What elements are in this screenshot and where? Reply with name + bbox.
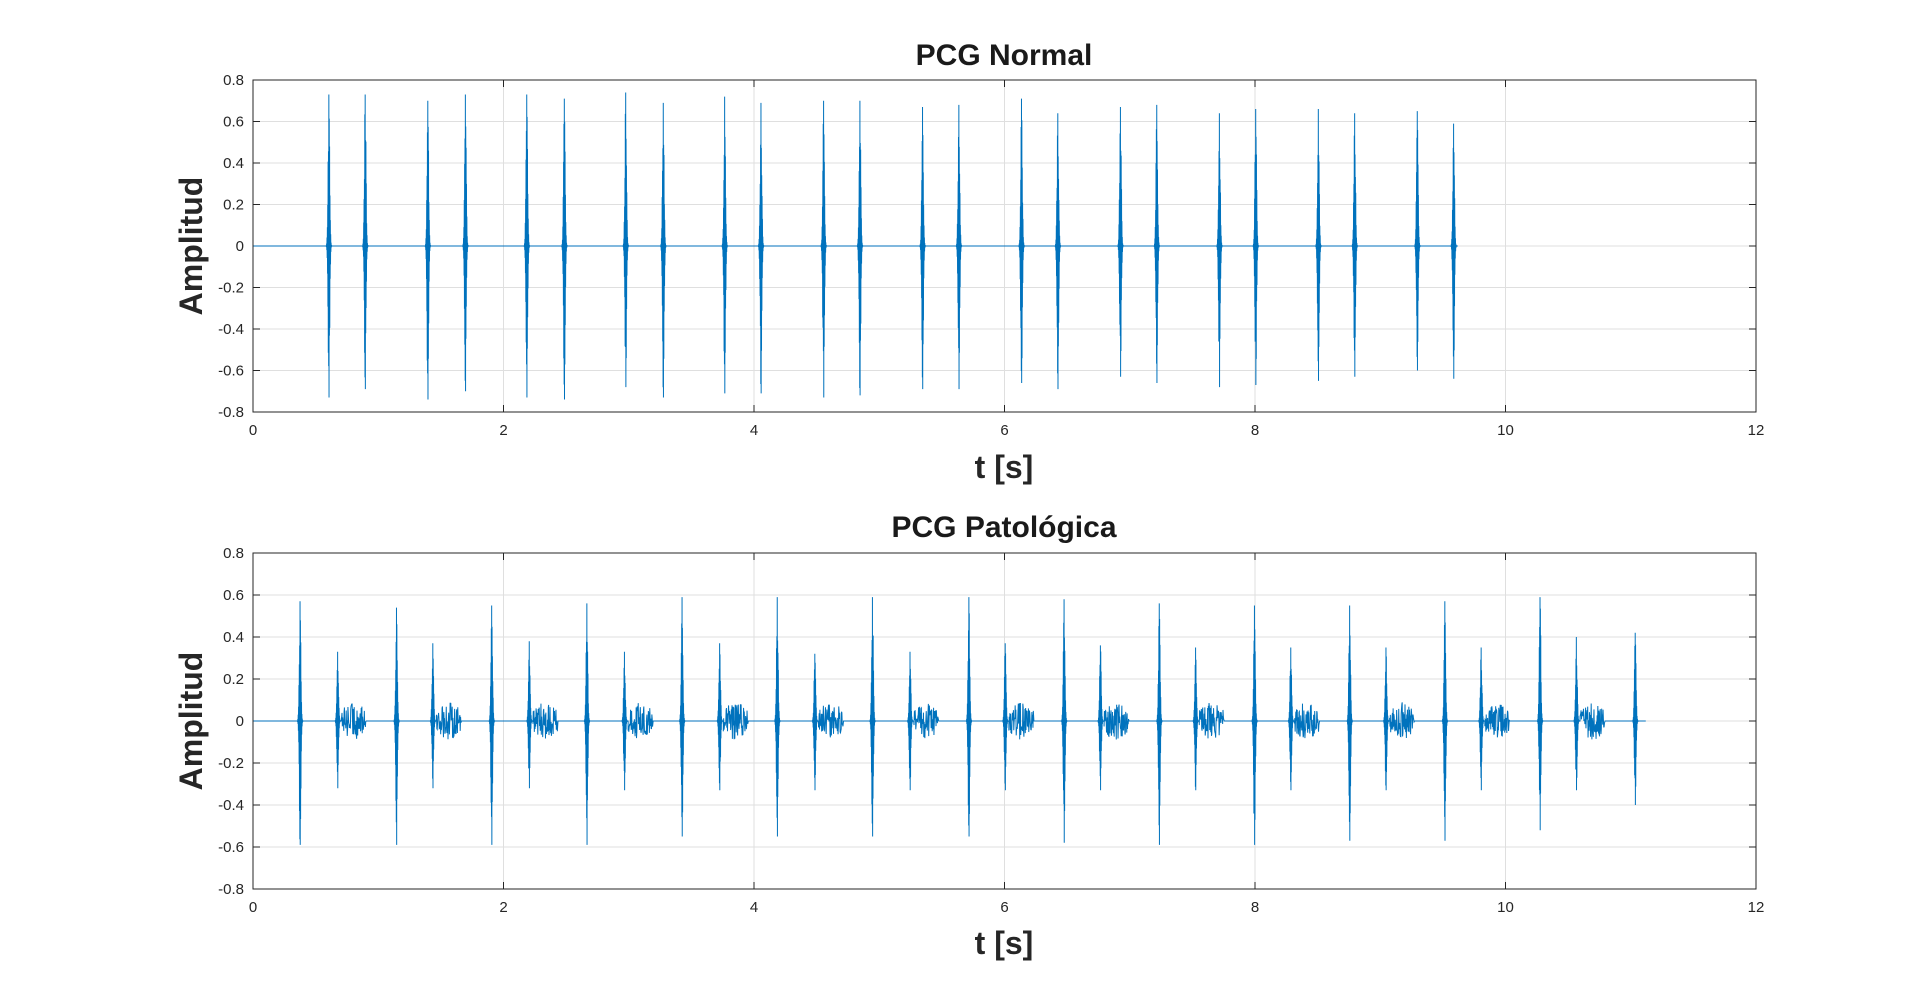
- y-tick-label: -0.8: [218, 881, 244, 898]
- x-tick-label: 8: [1251, 899, 1259, 916]
- x-tick-label: 12: [1748, 422, 1765, 439]
- y-tick-label: -0.6: [218, 363, 244, 380]
- axes-frame-normal: [252, 79, 1757, 413]
- x-tick-label: 6: [1000, 899, 1008, 916]
- xticks-pathological: 0 2 4 6 8 10 12: [249, 553, 1765, 916]
- y-tick-label: -0.4: [218, 321, 244, 338]
- y-tick-label: 0.2: [223, 671, 244, 688]
- x-tick-label: 0: [249, 422, 257, 439]
- y-axis-label-pathological: Amplitud: [173, 652, 209, 791]
- x-tick-label: 0: [249, 899, 257, 916]
- y-tick-label: -0.2: [218, 280, 244, 297]
- x-axis-label-normal: t [s]: [975, 449, 1034, 485]
- x-tick-label: 2: [499, 422, 507, 439]
- y-tick-label: -0.4: [218, 797, 244, 814]
- panel-normal: 0.80.60.40.20-0.2-0.4-0.6-0.8 0 2 4 6 8 10 12 …: [173, 39, 1764, 485]
- y-tick-label: 0.8: [223, 545, 244, 562]
- y-tick-label: 0.2: [223, 197, 244, 214]
- x-tick-label: 4: [750, 899, 758, 916]
- axes-frame-pathological: [252, 552, 1757, 890]
- y-tick-label: -0.6: [218, 839, 244, 856]
- yticks-pathological: 0.8 0.6 0.4 0.2 0 -0.2 -0.4 -0.6 -0.8: [218, 545, 1756, 898]
- xticks-normal: 0 2 4 6 8 10 12: [249, 80, 1765, 439]
- x-tick-label: 12: [1748, 899, 1765, 916]
- x-tick-label: 2: [499, 899, 507, 916]
- y-tick-label: 0: [236, 238, 244, 255]
- chart-title-pathological: PCG Patológica: [891, 511, 1116, 544]
- y-tick-label: 0.6: [223, 114, 244, 131]
- y-axis-label-normal: Amplitud: [173, 177, 209, 316]
- series-line-pathological: [253, 597, 1646, 845]
- chart-title-normal: PCG Normal: [916, 39, 1093, 72]
- y-tick-label: 0.6: [223, 587, 244, 604]
- y-tick-label: 0.8: [223, 72, 244, 89]
- x-tick-label: 6: [1000, 422, 1008, 439]
- y-tick-label: 0.4: [223, 629, 244, 646]
- panel-pathological: 0.80.60.40.20-0.2-0.4-0.6-0.8 0 2 4 6 8 10 12 …: [173, 511, 1764, 961]
- x-axis-label-pathological: t [s]: [975, 925, 1034, 961]
- y-tick-label: -0.8: [218, 404, 244, 421]
- y-tick-label: 0: [236, 713, 244, 730]
- yticks-normal: 0.8 0.6 0.4 0.2 0 -0.2 -0.4 -0.6 -0.8: [218, 72, 1756, 421]
- y-tick-label: -0.2: [218, 755, 244, 772]
- y-tick-label: 0.4: [223, 155, 244, 172]
- x-tick-label: 8: [1251, 422, 1259, 439]
- series-line-normal: [253, 92, 1458, 400]
- x-tick-label: 4: [750, 422, 758, 439]
- x-tick-label: 10: [1497, 422, 1514, 439]
- x-tick-label: 10: [1497, 899, 1514, 916]
